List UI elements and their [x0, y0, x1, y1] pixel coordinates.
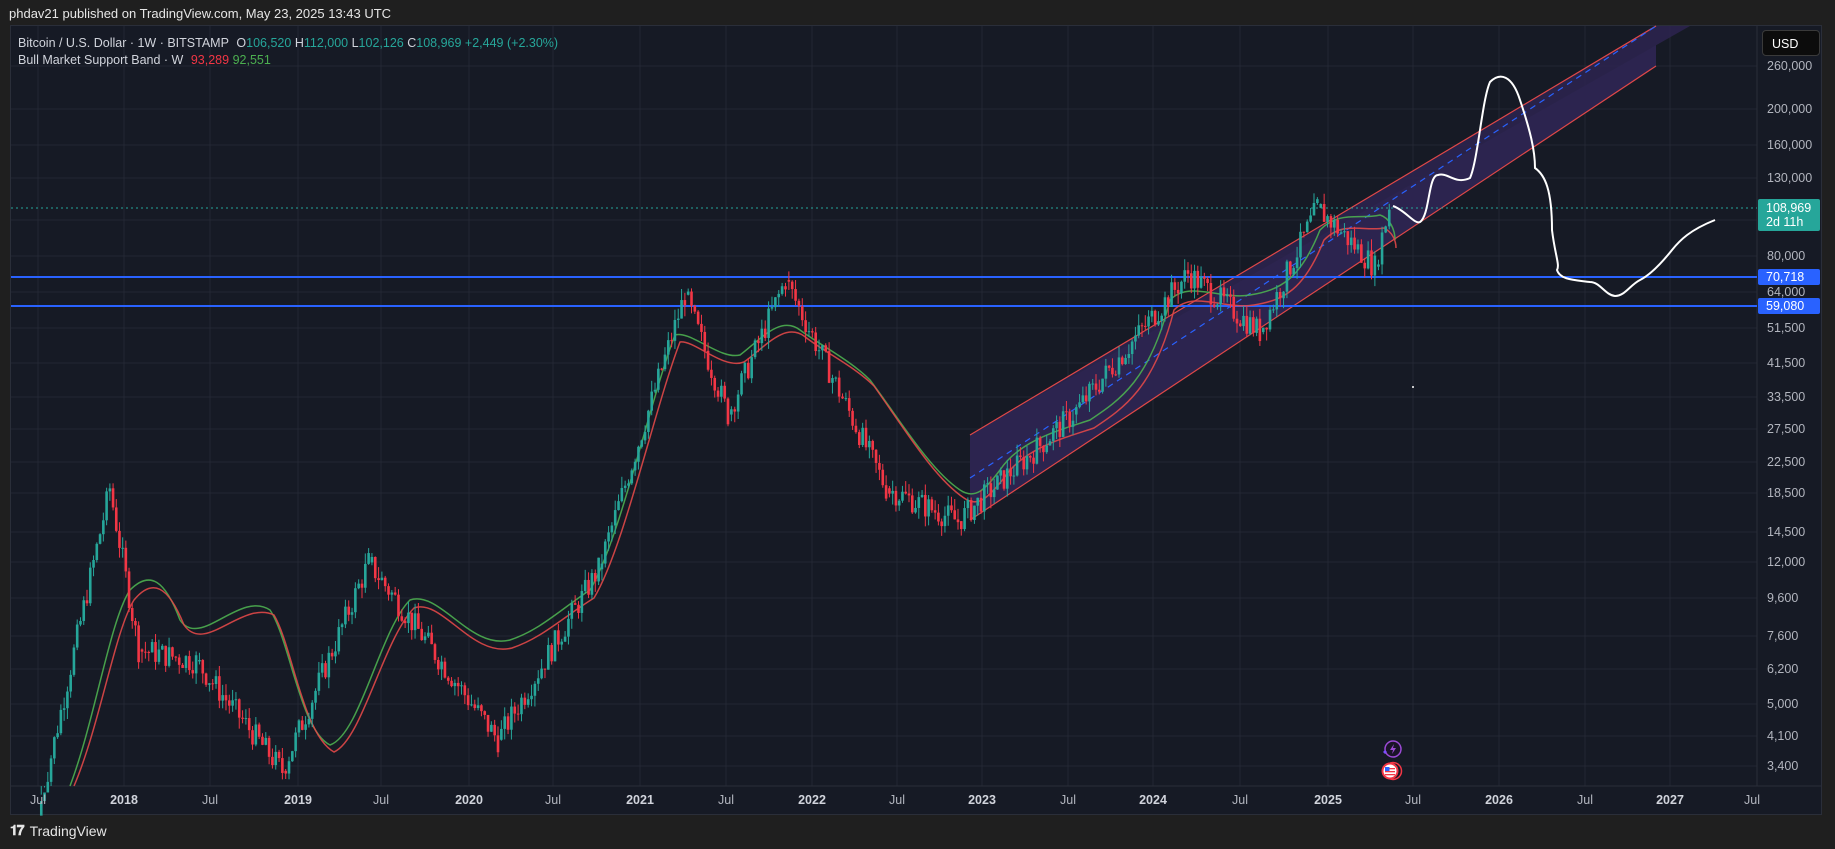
close-label: C — [407, 36, 417, 50]
y-tick: 22,500 — [1767, 455, 1806, 469]
candlestick-series — [39, 193, 1391, 816]
x-tick: 2019 — [284, 793, 312, 807]
footer-branding: 𝟏𝟕 TradingView — [10, 822, 107, 839]
earnings-event-icon[interactable] — [1380, 739, 1404, 764]
x-tick: Jul — [718, 793, 734, 807]
y-tick: 51,500 — [1767, 321, 1806, 335]
y-tick: 4,100 — [1767, 729, 1799, 743]
x-tick: Jul — [30, 793, 46, 807]
indicator-legend-row: Bull Market Support Band · W 93,289 92,5… — [18, 52, 558, 69]
x-tick: Jul — [545, 793, 561, 807]
x-tick: 2026 — [1485, 793, 1513, 807]
last-price-value: 108,969 — [1766, 201, 1812, 215]
x-tick: Jul — [1060, 793, 1076, 807]
grid-lines — [11, 26, 1757, 786]
x-tick: 2025 — [1314, 793, 1342, 807]
y-tick: 64,000 — [1767, 285, 1806, 299]
y-tick: 14,500 — [1767, 525, 1806, 539]
indicator-name: Bull Market Support Band · W — [18, 53, 184, 67]
low-label: L — [351, 36, 359, 50]
x-tick: 2022 — [798, 793, 826, 807]
y-tick: 9,600 — [1767, 591, 1799, 605]
bull-market-support-band — [69, 214, 1397, 787]
x-tick: 2024 — [1139, 793, 1167, 807]
brand-name: TradingView — [29, 822, 107, 839]
bar-countdown: 2d 11h — [1766, 215, 1804, 229]
symbol-legend-row: Bitcoin / U.S. Dollar · 1W · BITSTAMP O1… — [18, 35, 558, 52]
x-tick: Jul — [1405, 793, 1421, 807]
change-value: +2,449 (+2.30%) — [464, 36, 559, 50]
y-tick: 27,500 — [1767, 422, 1806, 436]
y-tick: 6,200 — [1767, 662, 1799, 676]
stray-dot — [1412, 386, 1414, 388]
y-tick: 33,500 — [1767, 390, 1806, 404]
economic-event-flag-icon[interactable] — [1378, 761, 1404, 786]
x-tick: Jul — [1232, 793, 1248, 807]
level-tag-59080: 59,080 — [1758, 298, 1820, 314]
x-tick: Jul — [1744, 793, 1760, 807]
y-tick: 160,000 — [1767, 138, 1813, 152]
x-tick: 2020 — [455, 793, 483, 807]
y-tick: 260,000 — [1767, 59, 1813, 73]
high-value: 112,000 — [303, 36, 349, 50]
currency-button[interactable]: USD — [1762, 30, 1820, 56]
tradingview-logo-icon: 𝟏𝟕 — [10, 822, 25, 838]
y-tick: 200,000 — [1767, 102, 1813, 116]
open-value: 106,520 — [246, 36, 292, 50]
open-label: O — [236, 36, 247, 50]
y-tick: 5,000 — [1767, 697, 1799, 711]
x-tick: Jul — [1577, 793, 1593, 807]
y-tick: 12,000 — [1767, 555, 1806, 569]
projection-drawing[interactable] — [1392, 75, 1716, 298]
x-tick: Jul — [889, 793, 905, 807]
low-value: 102,126 — [358, 36, 404, 50]
y-tick: 80,000 — [1767, 249, 1806, 263]
ascending-channel[interactable] — [969, 25, 1690, 521]
last-price-tag: 108,969 2d 11h — [1758, 199, 1820, 231]
level-tag-70718: 70,718 — [1758, 269, 1820, 285]
x-tick: 2021 — [626, 793, 654, 807]
symbol-name: Bitcoin / U.S. Dollar · 1W · BITSTAMP — [18, 36, 229, 50]
y-tick: 130,000 — [1767, 171, 1813, 185]
x-tick: 2027 — [1656, 793, 1684, 807]
publish-info: phdav21 published on TradingView.com, Ma… — [9, 6, 392, 21]
indicator-value-1: 93,289 — [190, 53, 230, 67]
y-tick: 41,500 — [1767, 356, 1806, 370]
chart-legend[interactable]: Bitcoin / U.S. Dollar · 1W · BITSTAMP O1… — [18, 35, 558, 69]
x-tick: 2023 — [968, 793, 996, 807]
x-tick: Jul — [373, 793, 389, 807]
y-tick: 7,600 — [1767, 629, 1799, 643]
high-label: H — [294, 36, 304, 50]
y-tick: 18,500 — [1767, 486, 1806, 500]
y-tick: 3,400 — [1767, 759, 1799, 773]
close-value: 108,969 — [416, 36, 462, 50]
indicator-value-2: 92,551 — [232, 53, 271, 67]
x-tick: 2018 — [110, 793, 138, 807]
x-tick: Jul — [202, 793, 218, 807]
